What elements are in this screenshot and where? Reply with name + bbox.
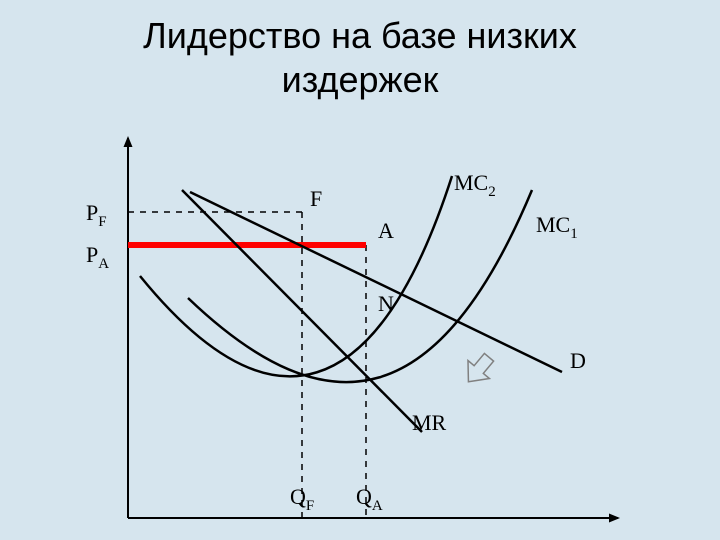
curve-mc1 bbox=[188, 190, 532, 382]
x-axis-arrow bbox=[609, 514, 620, 523]
title-line2: издержек bbox=[0, 58, 720, 102]
label-f: F bbox=[310, 186, 322, 211]
label-a: A bbox=[378, 218, 394, 243]
y-axis-arrow bbox=[124, 136, 133, 147]
label-mc2: MC2 bbox=[454, 170, 496, 200]
economics-diagram: PF PA QF QA F A N MC2 MC1 D MR bbox=[60, 130, 650, 530]
page-title: Лидерство на базе низких издержек bbox=[0, 14, 720, 102]
title-line1: Лидерство на базе низких bbox=[0, 14, 720, 58]
label-qa: QA bbox=[356, 484, 383, 514]
label-n: N bbox=[378, 291, 394, 316]
label-mr: MR bbox=[412, 410, 447, 435]
curve-mc2 bbox=[140, 176, 452, 376]
label-mc1: MC1 bbox=[536, 212, 578, 242]
label-pa: PA bbox=[86, 242, 109, 272]
label-pf: PF bbox=[86, 200, 107, 230]
label-d: D bbox=[570, 348, 586, 373]
label-qf: QF bbox=[290, 484, 314, 514]
shift-arrow-icon bbox=[458, 348, 500, 391]
